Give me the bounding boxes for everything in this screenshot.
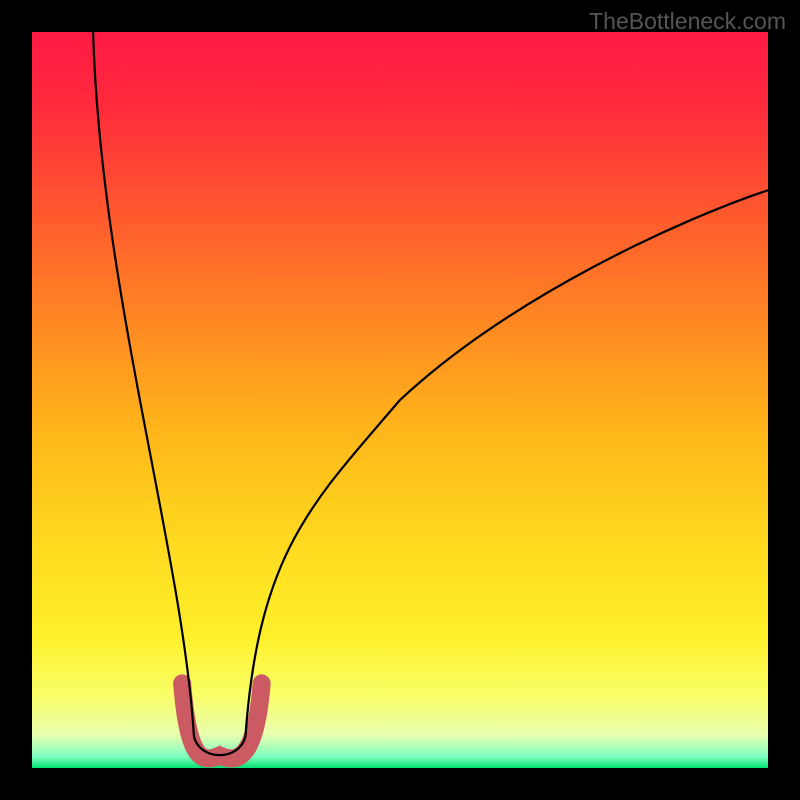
watermark-text: TheBottleneck.com [589, 8, 786, 35]
chart-svg [0, 0, 800, 800]
chart-stage: TheBottleneck.com [0, 0, 800, 800]
plot-area [32, 32, 768, 768]
